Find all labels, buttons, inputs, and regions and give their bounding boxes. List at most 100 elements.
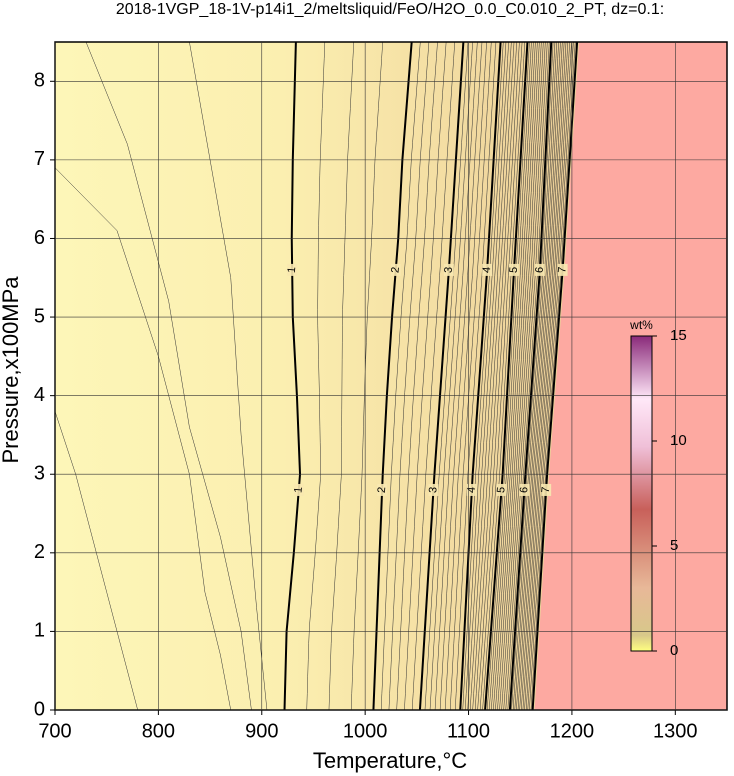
contour-label: 2 — [389, 266, 401, 273]
x-tick-label: 1300 — [653, 720, 698, 742]
minor-contour — [503, 42, 546, 710]
minor-contour — [404, 42, 447, 710]
y-tick-label: 5 — [34, 305, 45, 327]
minor-contour — [521, 42, 565, 710]
contour-label: 7 — [556, 266, 568, 273]
y-tick-label: 3 — [34, 463, 45, 485]
minor-contour — [477, 42, 520, 710]
chart-title: 2018-1VGP_18-1V-p14i1_2/meltsliquid/FeO/… — [116, 1, 664, 18]
y-tick-label: 4 — [34, 384, 45, 406]
minor-contour — [499, 42, 542, 710]
minor-contour — [306, 42, 326, 710]
minor-contour — [522, 42, 567, 710]
minor-contour — [434, 42, 478, 710]
contour-line — [531, 42, 579, 710]
minor-contour — [424, 42, 469, 710]
colorbar-tick-label: 15 — [670, 327, 687, 344]
minor-contour — [55, 411, 138, 710]
contour-label-bg — [496, 483, 507, 496]
minor-contour — [388, 42, 430, 710]
x-tick-label: 1000 — [343, 720, 388, 742]
minor-contour — [516, 42, 559, 710]
x-tick-label: 900 — [245, 720, 278, 742]
minor-contour — [439, 42, 483, 710]
contour-label: 3 — [443, 266, 455, 273]
x-tick-label: 1100 — [447, 720, 490, 742]
contour-label-bg — [557, 263, 568, 276]
minor-contour — [474, 42, 517, 710]
contour-label: 1 — [286, 266, 298, 273]
contour-label-bg — [541, 483, 552, 496]
minor-contour — [505, 42, 548, 710]
contour-label-bg — [519, 483, 530, 496]
contour-line — [484, 42, 529, 710]
y-tick-label: 8 — [34, 70, 45, 92]
contour-label-bg — [534, 263, 545, 276]
minor-contour — [501, 42, 544, 710]
minor-contour — [493, 42, 536, 710]
colorbar-tick-label: 10 — [670, 432, 687, 449]
contour-label: 5 — [495, 486, 507, 493]
contour-label: 6 — [518, 486, 530, 493]
minor-contour — [529, 42, 574, 710]
minor-contour — [380, 42, 421, 710]
contour-line — [418, 42, 465, 710]
y-tick-label: 7 — [34, 148, 45, 170]
minor-contour — [527, 42, 572, 710]
y-tick-label: 0 — [34, 698, 45, 720]
minor-contour — [411, 42, 456, 710]
minor-contour — [512, 42, 556, 710]
minor-contour — [525, 42, 570, 710]
minor-contour — [514, 42, 558, 710]
contour-label-bg — [466, 483, 477, 496]
minor-contour — [497, 42, 540, 710]
minor-contour — [429, 42, 473, 710]
minor-contour — [479, 42, 523, 710]
minor-contour — [467, 42, 509, 710]
minor-contour — [491, 42, 534, 710]
minor-contour — [511, 42, 554, 710]
contour-label: 5 — [508, 266, 520, 273]
x-tick-label: 700 — [38, 720, 71, 742]
contour-label: 2 — [376, 486, 388, 493]
minor-contour — [486, 42, 530, 710]
y-tick-label: 6 — [34, 227, 45, 249]
contour-label-bg — [390, 263, 401, 276]
minor-contour — [507, 42, 550, 710]
minor-contour — [462, 42, 504, 710]
minor-contour — [519, 42, 563, 710]
contour-line — [459, 42, 502, 710]
colorbar-tick-label: 5 — [670, 537, 678, 554]
contour-label-bg — [443, 263, 454, 276]
minor-contour — [495, 42, 538, 710]
contour-label: 6 — [534, 266, 546, 273]
minor-contour — [189, 42, 268, 710]
y-tick-label: 2 — [34, 541, 45, 563]
contour-label-bg — [293, 483, 304, 496]
x-tick-label: 1200 — [550, 720, 595, 742]
contour-label-bg — [509, 263, 520, 276]
minor-contour — [524, 42, 569, 710]
plot-area: 1 1 2 2 3 3 4 4 5 5 6 6 7 7 — [55, 42, 727, 710]
y-tick-label: 1 — [34, 620, 45, 642]
y-axis-label: Pressure,x100MPa — [0, 276, 23, 464]
minor-contour — [464, 42, 507, 710]
minor-contour — [328, 42, 355, 710]
minor-contour — [472, 42, 515, 710]
contour-label: 4 — [466, 486, 478, 493]
minor-contour — [454, 42, 497, 710]
contour-label-bg — [287, 263, 298, 276]
contour-label: 7 — [540, 486, 552, 493]
minor-contour — [449, 42, 492, 710]
minor-contour — [530, 42, 576, 710]
minor-contour — [469, 42, 512, 710]
colorbar-tick-label: 0 — [670, 642, 678, 659]
minor-contour — [444, 42, 487, 710]
colorbar-scale — [630, 335, 653, 652]
colorbar-label: wt% — [629, 318, 653, 332]
x-axis-label: Temperature,°C — [313, 748, 467, 773]
contour-label-bg — [428, 483, 439, 496]
contour-label-bg — [482, 263, 493, 276]
minor-contour — [488, 42, 532, 710]
